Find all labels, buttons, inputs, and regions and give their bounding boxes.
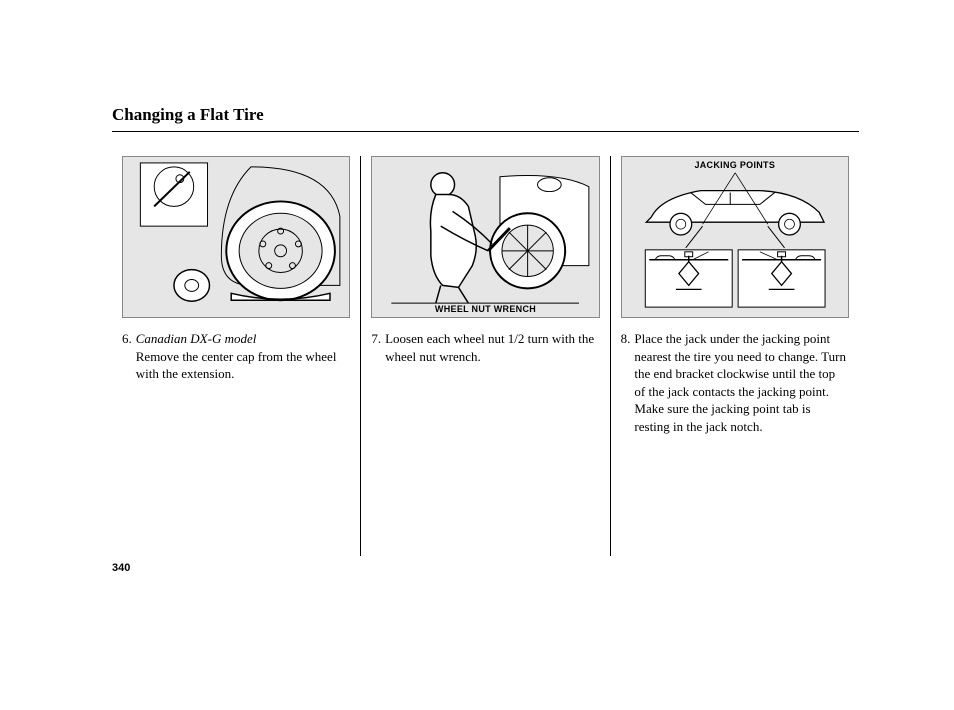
- column-1: 6. Canadian DX-G model Remove the center…: [112, 156, 360, 556]
- wrench-illustration: [372, 157, 598, 317]
- step-number: 6.: [122, 330, 132, 383]
- step-7: 7. Loosen each wheel nut 1/2 turn with t…: [371, 330, 599, 365]
- page-title: Changing a Flat Tire: [112, 105, 859, 132]
- figure-wheel-nut-wrench: WHEEL NUT WRENCH: [371, 156, 599, 318]
- step-text: Remove the center cap from the wheel wit…: [136, 349, 337, 382]
- column-2: WHEEL NUT WRENCH 7. Loosen each wheel nu…: [360, 156, 609, 556]
- step-body: Canadian DX-G model Remove the center ca…: [136, 330, 351, 383]
- step-prefix-italic: Canadian DX-G model: [136, 331, 257, 346]
- step-text: Loosen each wheel nut 1/2 turn with the …: [385, 330, 600, 365]
- step-number: 8.: [621, 330, 631, 435]
- figure-flat-tire-cap: [122, 156, 350, 318]
- step-text: Place the jack under the jacking point n…: [634, 330, 849, 435]
- step-number: 7.: [371, 330, 381, 365]
- jacking-points-illustration: [622, 157, 848, 317]
- figure-label: WHEEL NUT WRENCH: [372, 304, 598, 314]
- column-3: JACKING POINTS: [610, 156, 859, 556]
- page-number: 340: [112, 562, 130, 574]
- step-8: 8. Place the jack under the jacking poin…: [621, 330, 849, 435]
- figure-jacking-points: JACKING POINTS: [621, 156, 849, 318]
- column-layout: 6. Canadian DX-G model Remove the center…: [112, 156, 859, 556]
- step-6: 6. Canadian DX-G model Remove the center…: [122, 330, 350, 383]
- manual-page: Changing a Flat Tire: [0, 0, 954, 556]
- flat-tire-illustration: [123, 157, 349, 317]
- figure-label: JACKING POINTS: [622, 160, 848, 170]
